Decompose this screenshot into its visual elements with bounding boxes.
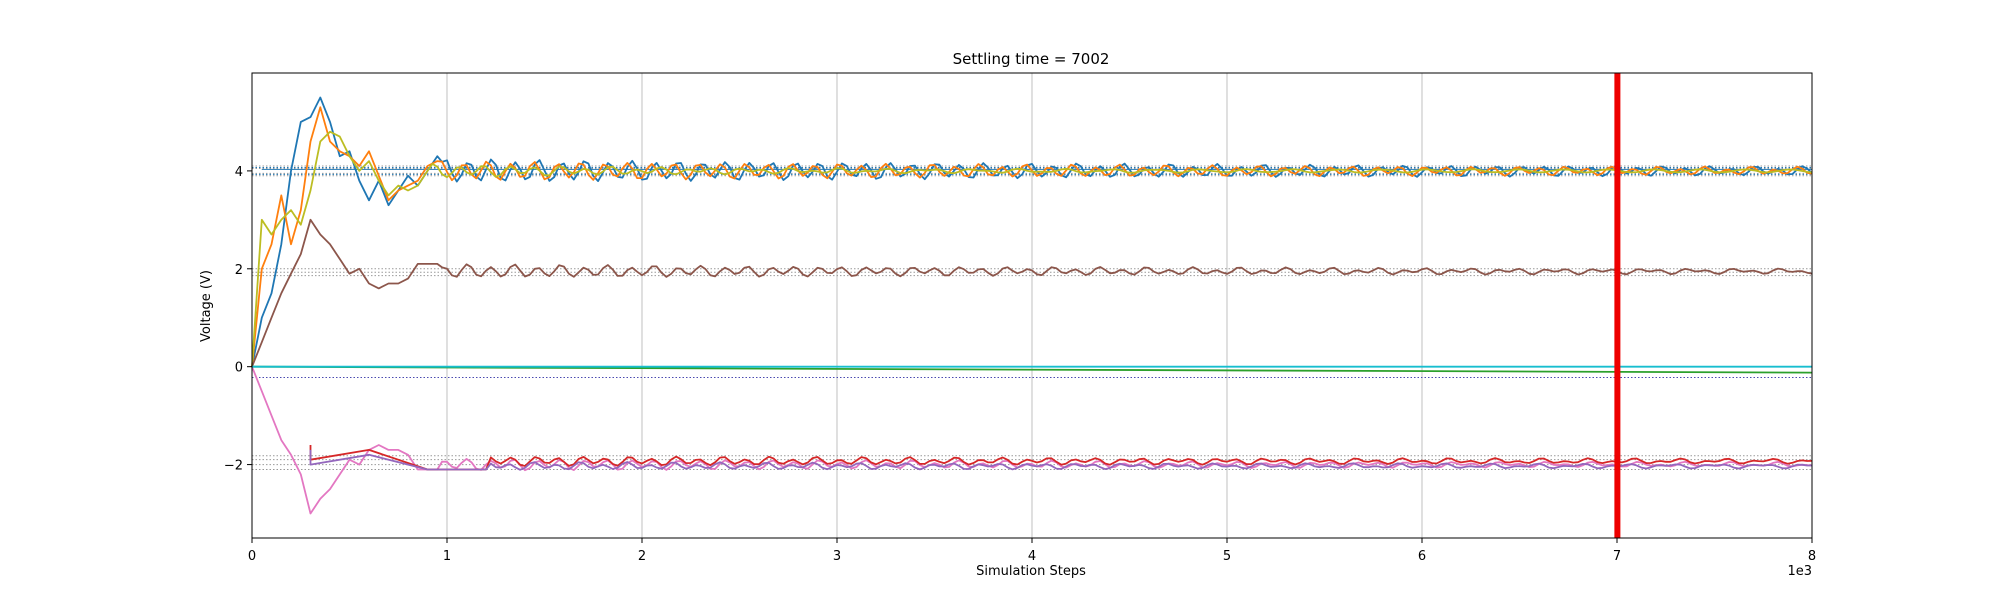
x-tick-label: 7 xyxy=(1613,549,1621,564)
y-tick-label: 0 xyxy=(235,361,243,376)
x-axis-label: Simulation Steps xyxy=(976,564,1086,579)
chart-title: Settling time = 7002 xyxy=(953,50,1110,68)
x-tick-label: 0 xyxy=(248,549,256,564)
x-tick-label: 2 xyxy=(638,549,646,564)
y-tick-label: 4 xyxy=(235,165,243,180)
series-line xyxy=(251,366,1813,515)
x-tick-label: 3 xyxy=(833,549,841,564)
series-line xyxy=(251,130,1813,367)
series-line xyxy=(309,449,1812,471)
x-tick-label: 1 xyxy=(443,549,451,564)
plot-frame xyxy=(251,72,1813,539)
x-tick-label: 8 xyxy=(1808,549,1816,564)
y-tick-label: 2 xyxy=(235,263,243,278)
x-tick-label: 4 xyxy=(1028,549,1036,564)
ticks: 0 1 2 3 4 5 6 7 8 −2 0 2 4 xyxy=(224,165,1816,564)
series-line xyxy=(251,106,1813,367)
x-tick-label: 5 xyxy=(1223,549,1231,564)
x-tick-label: 6 xyxy=(1418,549,1426,564)
series-line xyxy=(251,218,1813,368)
series-line xyxy=(309,445,1813,471)
y-tick-label: −2 xyxy=(224,459,243,474)
series-line xyxy=(251,365,1813,374)
series-group xyxy=(251,96,1813,515)
y-axis-label: Voltage (V) xyxy=(199,270,214,342)
x-multiplier-label: 1e3 xyxy=(1787,564,1812,579)
